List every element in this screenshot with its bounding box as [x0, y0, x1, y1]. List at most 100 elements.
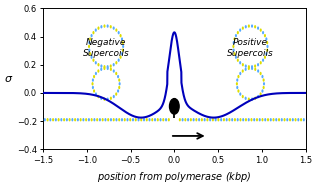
Circle shape: [120, 56, 122, 59]
Circle shape: [266, 41, 268, 44]
Circle shape: [257, 63, 259, 66]
Circle shape: [236, 78, 238, 82]
Circle shape: [113, 26, 115, 30]
Circle shape: [107, 65, 109, 68]
Circle shape: [265, 37, 268, 41]
Circle shape: [212, 118, 214, 121]
Circle shape: [245, 25, 247, 29]
Circle shape: [80, 118, 82, 121]
Circle shape: [236, 86, 238, 89]
Circle shape: [226, 118, 228, 121]
Circle shape: [94, 118, 95, 121]
Circle shape: [165, 118, 167, 121]
Circle shape: [122, 45, 124, 48]
Circle shape: [97, 69, 100, 73]
Circle shape: [242, 69, 244, 73]
Circle shape: [100, 68, 102, 71]
Circle shape: [237, 31, 239, 34]
Circle shape: [113, 69, 115, 73]
Y-axis label: σ: σ: [5, 74, 12, 84]
Circle shape: [100, 97, 102, 100]
Circle shape: [257, 69, 259, 73]
Circle shape: [124, 118, 126, 121]
Circle shape: [140, 118, 142, 121]
Circle shape: [92, 86, 94, 89]
Circle shape: [126, 118, 128, 121]
Circle shape: [234, 118, 236, 121]
Circle shape: [239, 61, 241, 64]
Circle shape: [260, 61, 262, 64]
Circle shape: [233, 41, 235, 44]
Circle shape: [303, 118, 305, 121]
Circle shape: [135, 118, 137, 121]
Circle shape: [206, 118, 209, 121]
Circle shape: [85, 118, 87, 121]
Circle shape: [286, 118, 288, 121]
Circle shape: [74, 118, 76, 121]
Circle shape: [52, 118, 54, 121]
Circle shape: [77, 118, 79, 121]
Circle shape: [283, 118, 286, 121]
Circle shape: [245, 64, 247, 68]
Circle shape: [110, 68, 112, 71]
Circle shape: [44, 118, 46, 121]
Circle shape: [60, 118, 62, 121]
Circle shape: [248, 118, 250, 121]
Circle shape: [267, 118, 269, 121]
Circle shape: [115, 118, 118, 121]
Circle shape: [232, 45, 235, 48]
Circle shape: [107, 98, 109, 101]
Circle shape: [300, 118, 302, 121]
Circle shape: [292, 118, 294, 121]
Circle shape: [97, 26, 100, 30]
Circle shape: [289, 118, 291, 121]
Circle shape: [215, 118, 217, 121]
Circle shape: [242, 63, 244, 66]
Circle shape: [248, 65, 250, 68]
Circle shape: [233, 49, 235, 52]
Circle shape: [117, 75, 119, 78]
Circle shape: [120, 34, 122, 37]
Circle shape: [121, 118, 123, 121]
Circle shape: [115, 72, 117, 75]
Circle shape: [254, 97, 256, 100]
X-axis label: position from polymerase ($kbp$): position from polymerase ($kbp$): [97, 170, 252, 184]
Circle shape: [159, 118, 162, 121]
Circle shape: [251, 65, 253, 68]
Circle shape: [262, 75, 263, 78]
Circle shape: [146, 118, 148, 121]
Circle shape: [154, 118, 156, 121]
Circle shape: [92, 78, 94, 82]
Circle shape: [275, 118, 277, 121]
Circle shape: [248, 98, 250, 101]
Circle shape: [235, 56, 237, 59]
Circle shape: [103, 65, 106, 68]
Circle shape: [95, 28, 97, 32]
Circle shape: [89, 37, 91, 41]
Circle shape: [242, 95, 244, 98]
Circle shape: [251, 24, 253, 28]
Circle shape: [182, 118, 184, 121]
Circle shape: [234, 37, 236, 41]
Circle shape: [179, 118, 181, 121]
Circle shape: [92, 82, 94, 85]
Circle shape: [242, 26, 244, 30]
Circle shape: [235, 34, 237, 37]
Circle shape: [96, 118, 98, 121]
Circle shape: [228, 118, 230, 121]
Circle shape: [115, 61, 117, 64]
Circle shape: [245, 68, 247, 71]
Circle shape: [237, 89, 239, 93]
Circle shape: [63, 118, 65, 121]
Circle shape: [119, 82, 121, 85]
Circle shape: [107, 24, 109, 28]
Circle shape: [245, 118, 247, 121]
Circle shape: [118, 118, 120, 121]
Circle shape: [110, 25, 112, 29]
Circle shape: [68, 118, 71, 121]
Circle shape: [192, 118, 195, 121]
Circle shape: [262, 78, 265, 82]
Circle shape: [223, 118, 225, 121]
Circle shape: [49, 118, 51, 121]
Circle shape: [151, 118, 153, 121]
